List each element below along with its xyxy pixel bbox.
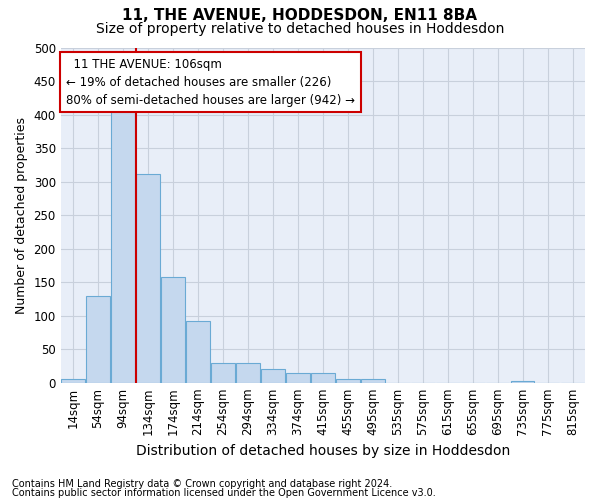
Bar: [211, 362, 235, 382]
Bar: [236, 362, 260, 382]
Bar: [61, 378, 85, 382]
Text: Contains public sector information licensed under the Open Government Licence v3: Contains public sector information licen…: [12, 488, 436, 498]
Bar: [136, 174, 160, 382]
Y-axis label: Number of detached properties: Number of detached properties: [15, 116, 28, 314]
Text: Size of property relative to detached houses in Hoddesdon: Size of property relative to detached ho…: [96, 22, 504, 36]
Bar: [286, 372, 310, 382]
Bar: [336, 378, 359, 382]
Bar: [111, 109, 135, 382]
X-axis label: Distribution of detached houses by size in Hoddesdon: Distribution of detached houses by size …: [136, 444, 510, 458]
Bar: [511, 380, 535, 382]
Bar: [261, 370, 285, 382]
Bar: [311, 372, 335, 382]
Bar: [361, 378, 385, 382]
Text: Contains HM Land Registry data © Crown copyright and database right 2024.: Contains HM Land Registry data © Crown c…: [12, 479, 392, 489]
Bar: [186, 321, 210, 382]
Text: 11 THE AVENUE: 106sqm
← 19% of detached houses are smaller (226)
80% of semi-det: 11 THE AVENUE: 106sqm ← 19% of detached …: [66, 58, 355, 106]
Text: 11, THE AVENUE, HODDESDON, EN11 8BA: 11, THE AVENUE, HODDESDON, EN11 8BA: [122, 8, 478, 22]
Bar: [161, 277, 185, 382]
Bar: [86, 296, 110, 382]
